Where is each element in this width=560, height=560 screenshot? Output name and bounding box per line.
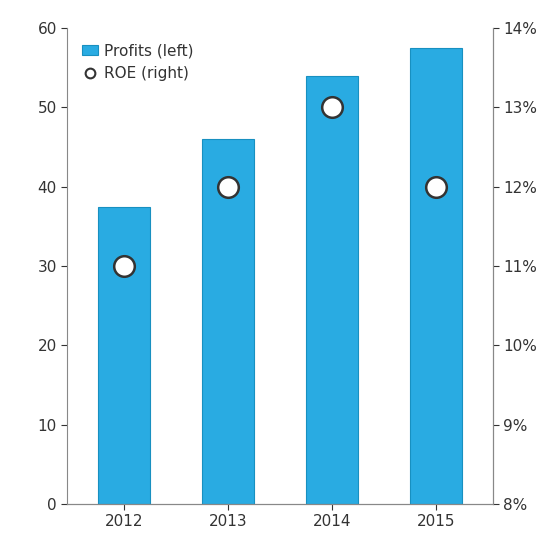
Point: [223, 182, 232, 191]
Bar: [410, 48, 461, 504]
Point: [120, 262, 129, 270]
Point: [328, 103, 337, 112]
Bar: [99, 207, 150, 504]
Bar: [202, 139, 254, 504]
Legend: Profits (left), ROE (right): Profits (left), ROE (right): [75, 36, 201, 88]
Bar: [306, 76, 358, 504]
Point: [431, 182, 440, 191]
